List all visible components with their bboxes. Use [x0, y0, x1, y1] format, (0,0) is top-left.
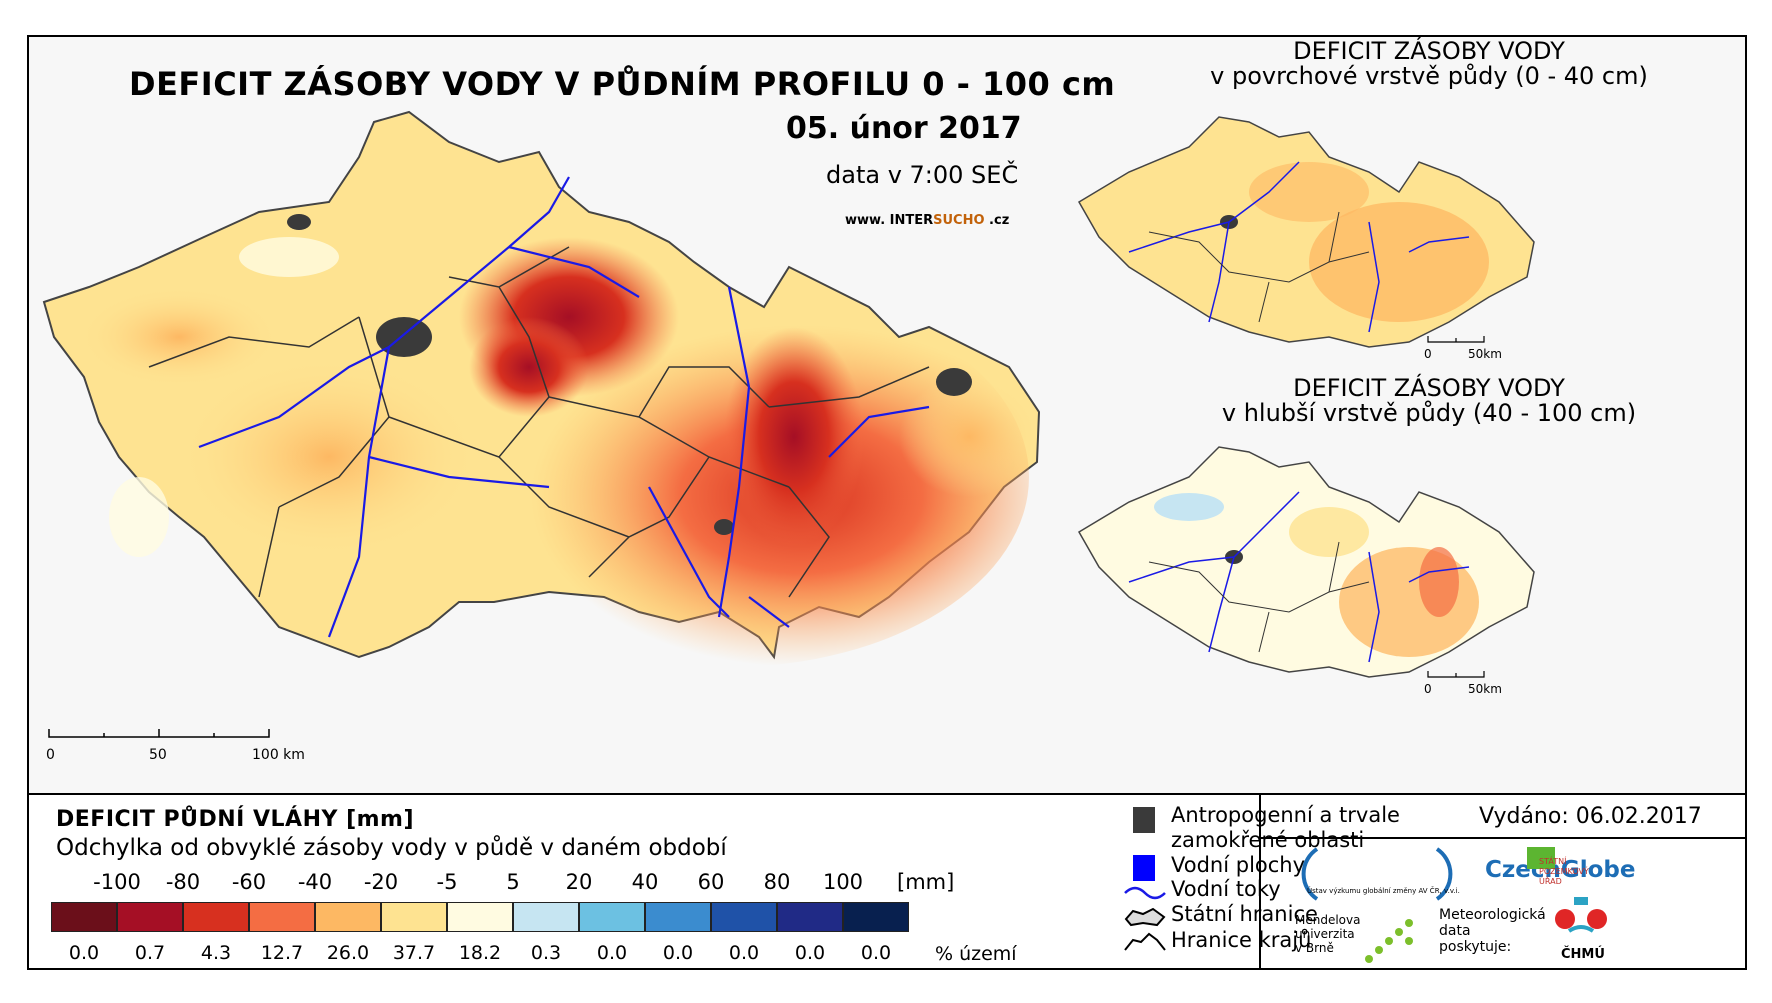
anthropogenic-label-1: Antropogenní a trvale [1171, 803, 1400, 827]
legend-class-pct: 4.3 [200, 942, 232, 964]
legend-class-pct: 0.0 [596, 942, 628, 964]
legend-break-label: 40 [631, 870, 659, 894]
legend-class-swatch [513, 902, 579, 932]
czechglobe-logo: CzechGlobe [1485, 857, 1636, 883]
chmu-logo: ČHMÚ [1561, 947, 1605, 962]
inset-bottom-scale: 0 50km [1424, 671, 1502, 696]
legend-class-pct: 0.3 [530, 942, 562, 964]
map-title: DEFICIT ZÁSOBY VODY V PŮDNÍM PROFILU 0 -… [129, 65, 1116, 103]
inset-bottom-title-2: v hlubší vrstvě půdy (40 - 100 cm) [1221, 399, 1637, 427]
legend-class-pct: 0.0 [794, 942, 826, 964]
legend-class-swatch [777, 902, 843, 932]
region-borders [148, 246, 930, 598]
svg-text:0: 0 [1424, 682, 1432, 696]
czechglobe-logo-mark [1301, 847, 1453, 901]
met-data-label: Meteorologická data poskytuje: [1439, 907, 1546, 955]
legend-break-label: -60 [231, 870, 267, 894]
inset-bottom-title-1: DEFICIT ZÁSOBY VODY [1293, 374, 1565, 402]
legend-vdivider [1259, 795, 1261, 970]
legend-class-pct: 0.0 [860, 942, 892, 964]
legend-class-swatch [645, 902, 711, 932]
issued-divider [1261, 837, 1745, 839]
legend-break-label: -20 [363, 870, 399, 894]
region-border-icon [1124, 932, 1166, 951]
legend-class-swatch [447, 902, 513, 932]
spu-logo-mark [1527, 847, 1555, 869]
legend-break-label: 20 [565, 870, 593, 894]
legend-class-pct: 37.7 [392, 942, 436, 964]
map-frame: DEFICIT ZÁSOBY VODY V PŮDNÍM PROFILU 0 -… [27, 35, 1747, 970]
water-swatch [1133, 855, 1155, 881]
anthropogenic-label-2: zamokřené oblasti [1171, 828, 1365, 852]
scale-label-100: 100 km [252, 747, 305, 763]
water-label: Vodní plochy [1171, 853, 1306, 877]
legend-class-pct: 0.0 [728, 942, 760, 964]
spu-logo: STÁTNÍ POZEMKOVÝ ÚŘAD [1539, 857, 1589, 886]
legend-break-label: 60 [697, 870, 725, 894]
issued-date: Vydáno: 06.02.2017 [1479, 804, 1702, 829]
legend-class-swatch [51, 902, 117, 932]
legend-class-pct: 18.2 [458, 942, 502, 964]
scale-label-50: 50 [149, 747, 167, 763]
legend-title: DEFICIT PŮDNÍ VLÁHY [mm] [56, 807, 415, 832]
svg-text:50km: 50km [1468, 682, 1502, 696]
region-border-label: Hranice krajů [1171, 928, 1312, 952]
legend-class-swatch [117, 902, 183, 932]
legend-class-swatch [579, 902, 645, 932]
legend-class-pct: 0.7 [134, 942, 166, 964]
legend-break-label: -5 [436, 870, 458, 894]
legend-class-pct: 0.0 [662, 942, 694, 964]
legend-pct-unit: % území [935, 943, 1017, 965]
mendelu-dots-icon [1365, 919, 1413, 963]
legend-break-label: 5 [506, 870, 520, 894]
legend-break-label: -100 [93, 870, 141, 894]
legend-class-swatch [381, 902, 447, 932]
legend-break-label: -80 [165, 870, 201, 894]
legend-class-swatch [249, 902, 315, 932]
anthropogenic-swatch [1133, 807, 1155, 833]
czechglobe-sub: Ústav výzkumu globální změny AV ČR, v.v.… [1307, 887, 1460, 895]
legend-class-swatch [315, 902, 381, 932]
website-link[interactable]: www. INTERSUCHO .cz [845, 213, 1010, 228]
legend-class-pct: 0.0 [68, 942, 100, 964]
legend-class-pct: 26.0 [326, 942, 370, 964]
svg-text:0: 0 [1424, 347, 1432, 361]
river-label: Vodní toky [1171, 877, 1281, 901]
legend-unit: [mm] [897, 870, 955, 894]
svg-text:50km: 50km [1468, 347, 1502, 361]
inset-top-map [1077, 116, 1535, 348]
legend-class-swatch [711, 902, 777, 932]
scale-label-0: 0 [46, 747, 55, 763]
legend-break-label: 80 [763, 870, 791, 894]
data-time-note: data v 7:00 SEČ [826, 161, 1019, 189]
mendelu-logo: Mendelova univerzita v Brně [1295, 913, 1361, 955]
main-scale-bar: 0 50 100 km [46, 729, 305, 763]
main-map [42, 110, 1041, 667]
chmu-logo-mark [1555, 897, 1607, 933]
state-border-icon [1124, 907, 1166, 927]
legend-class-pct: 12.7 [260, 942, 304, 964]
inset-top-title-2: v povrchové vrstvě půdy (0 - 40 cm) [1210, 62, 1648, 90]
legend-break-label: 100 [822, 870, 864, 894]
state-border-label: Státní hranice [1171, 902, 1318, 926]
legend-class-swatch [183, 902, 249, 932]
legend-break-label: -40 [297, 870, 333, 894]
river-icon [1124, 886, 1166, 900]
map-date: 05. únor 2017 [786, 111, 1022, 146]
inset-top-scale: 0 50km [1424, 336, 1502, 361]
legend-divider [29, 793, 1745, 795]
inset-bottom-map [1077, 446, 1535, 678]
legend-class-swatch [843, 902, 909, 932]
rivers [198, 176, 930, 638]
legend-subtitle: Odchylka od obvyklé zásoby vody v půdě v… [56, 835, 727, 861]
inset-top-title-1: DEFICIT ZÁSOBY VODY [1293, 37, 1565, 65]
